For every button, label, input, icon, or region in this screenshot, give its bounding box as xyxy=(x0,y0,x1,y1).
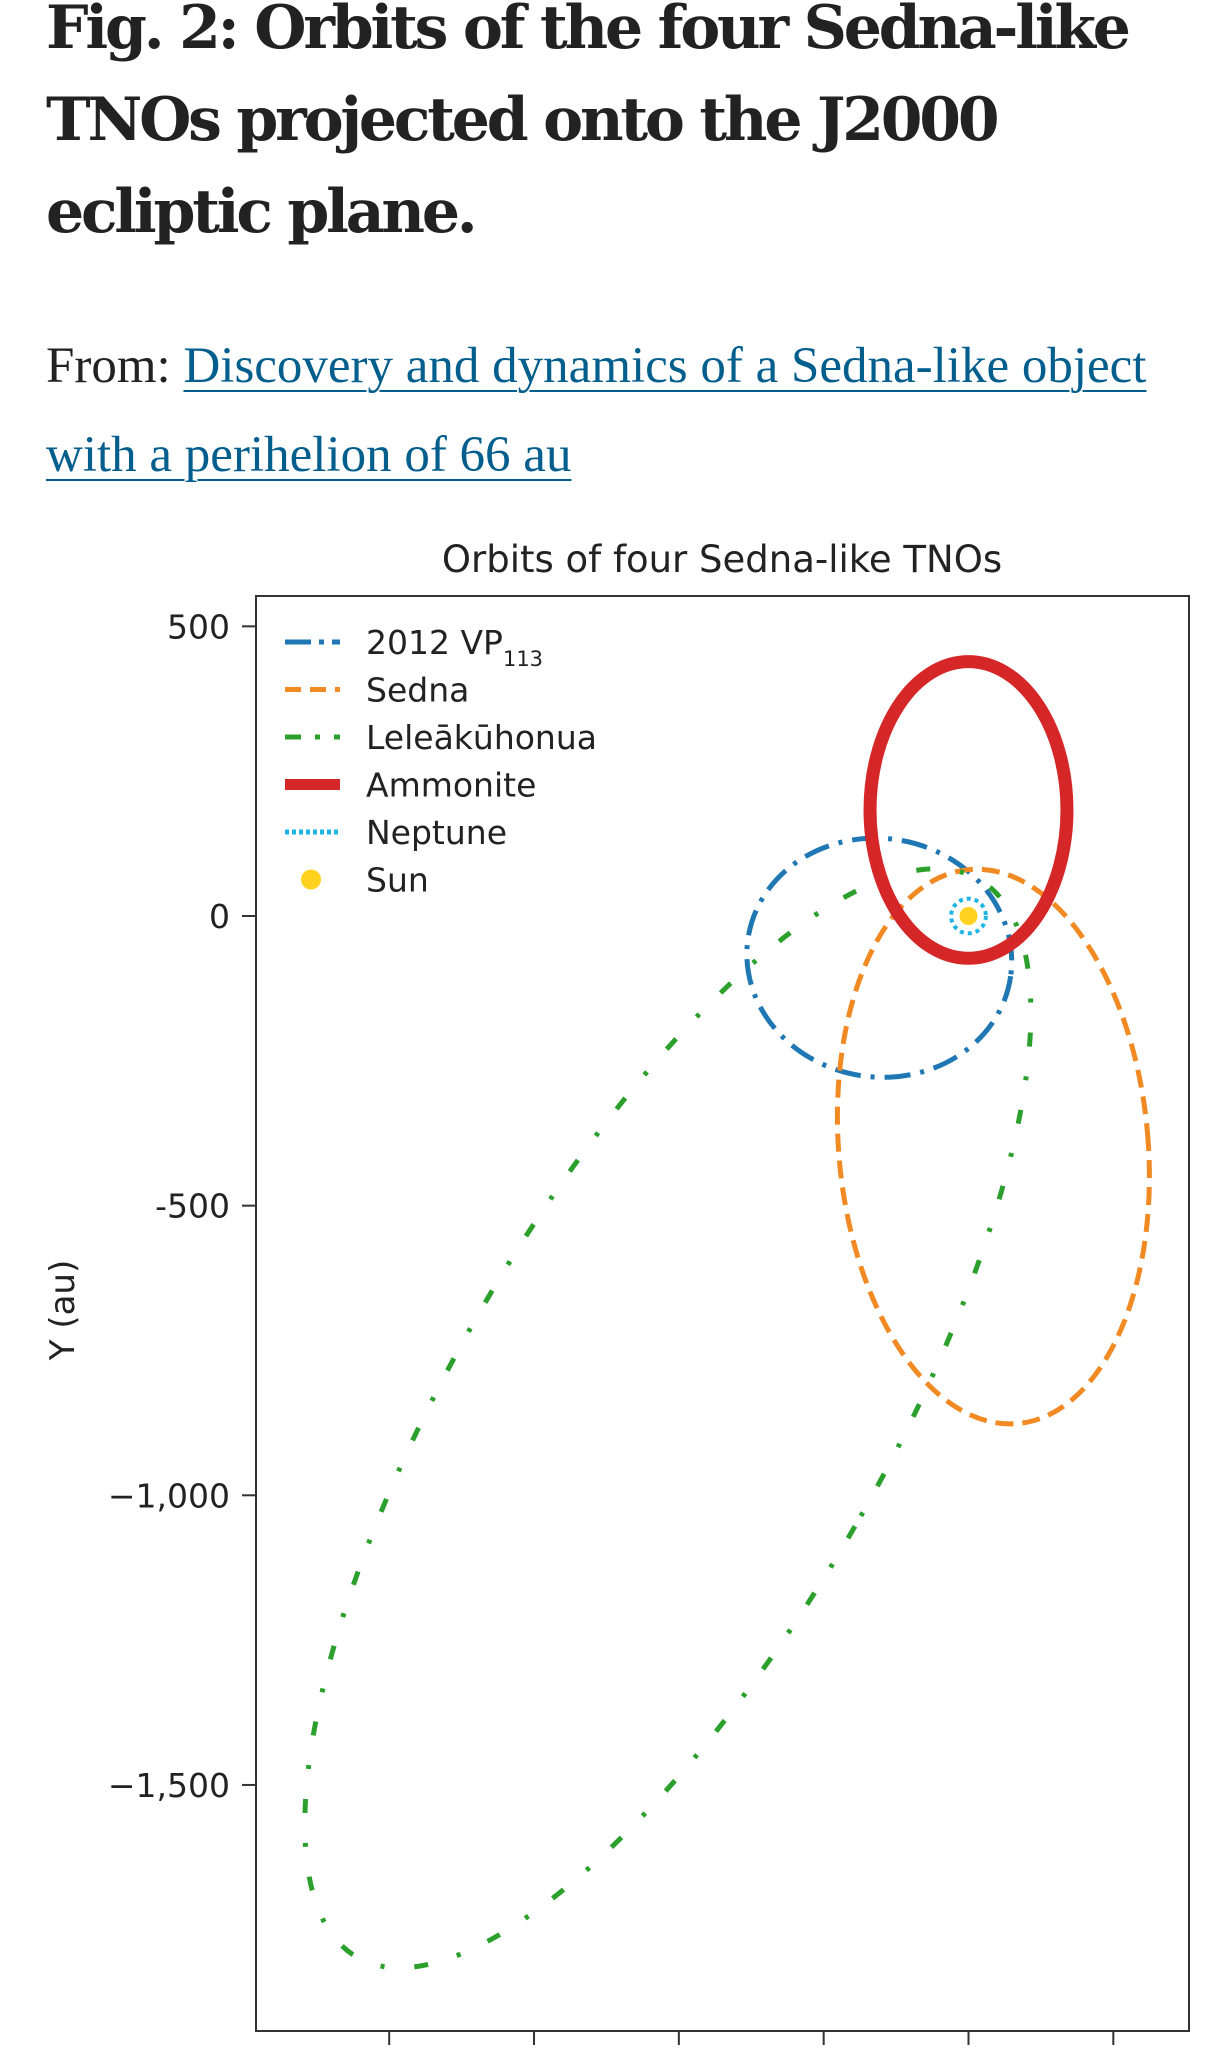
legend-label: Ammonite xyxy=(366,766,536,805)
orbit-lele-k-honua xyxy=(302,866,1034,1971)
chart-title: Orbits of four Sedna-like TNOs xyxy=(442,538,1002,581)
y-tick-label: 500 xyxy=(167,607,230,646)
orbit-2012-vp113 xyxy=(744,835,1015,1080)
source-article-link[interactable]: Discovery and dynamics of a Sedna-like o… xyxy=(46,338,1147,483)
legend-sun-marker xyxy=(301,869,321,890)
legend-label: Sedna xyxy=(366,671,469,710)
y-tick-label: 0 xyxy=(209,897,230,936)
legend-label: 2012 VP113 xyxy=(366,623,543,671)
figure-title: Fig. 2: Orbits of the four Sedna-like TN… xyxy=(46,0,1131,247)
orbit-sedna xyxy=(834,866,1152,1427)
y-tick-label: −1,500 xyxy=(108,1766,230,1805)
sun-marker xyxy=(959,907,978,925)
y-axis-label: Y (au) xyxy=(43,1260,83,1362)
from-label: From: xyxy=(46,338,171,394)
figure-source: From: Discovery and dynamics of a Sedna-… xyxy=(46,322,1206,500)
orbit-ammonite xyxy=(863,655,1074,965)
orbit-neptune xyxy=(949,896,988,936)
legend-label: Neptune xyxy=(366,813,507,852)
plot-frame xyxy=(255,595,1190,2032)
legend-label: Sun xyxy=(366,861,429,900)
legend-label: Leleākūhonua xyxy=(366,718,597,757)
y-tick-label: -500 xyxy=(155,1187,230,1226)
y-tick-label: −1,000 xyxy=(108,1476,230,1515)
